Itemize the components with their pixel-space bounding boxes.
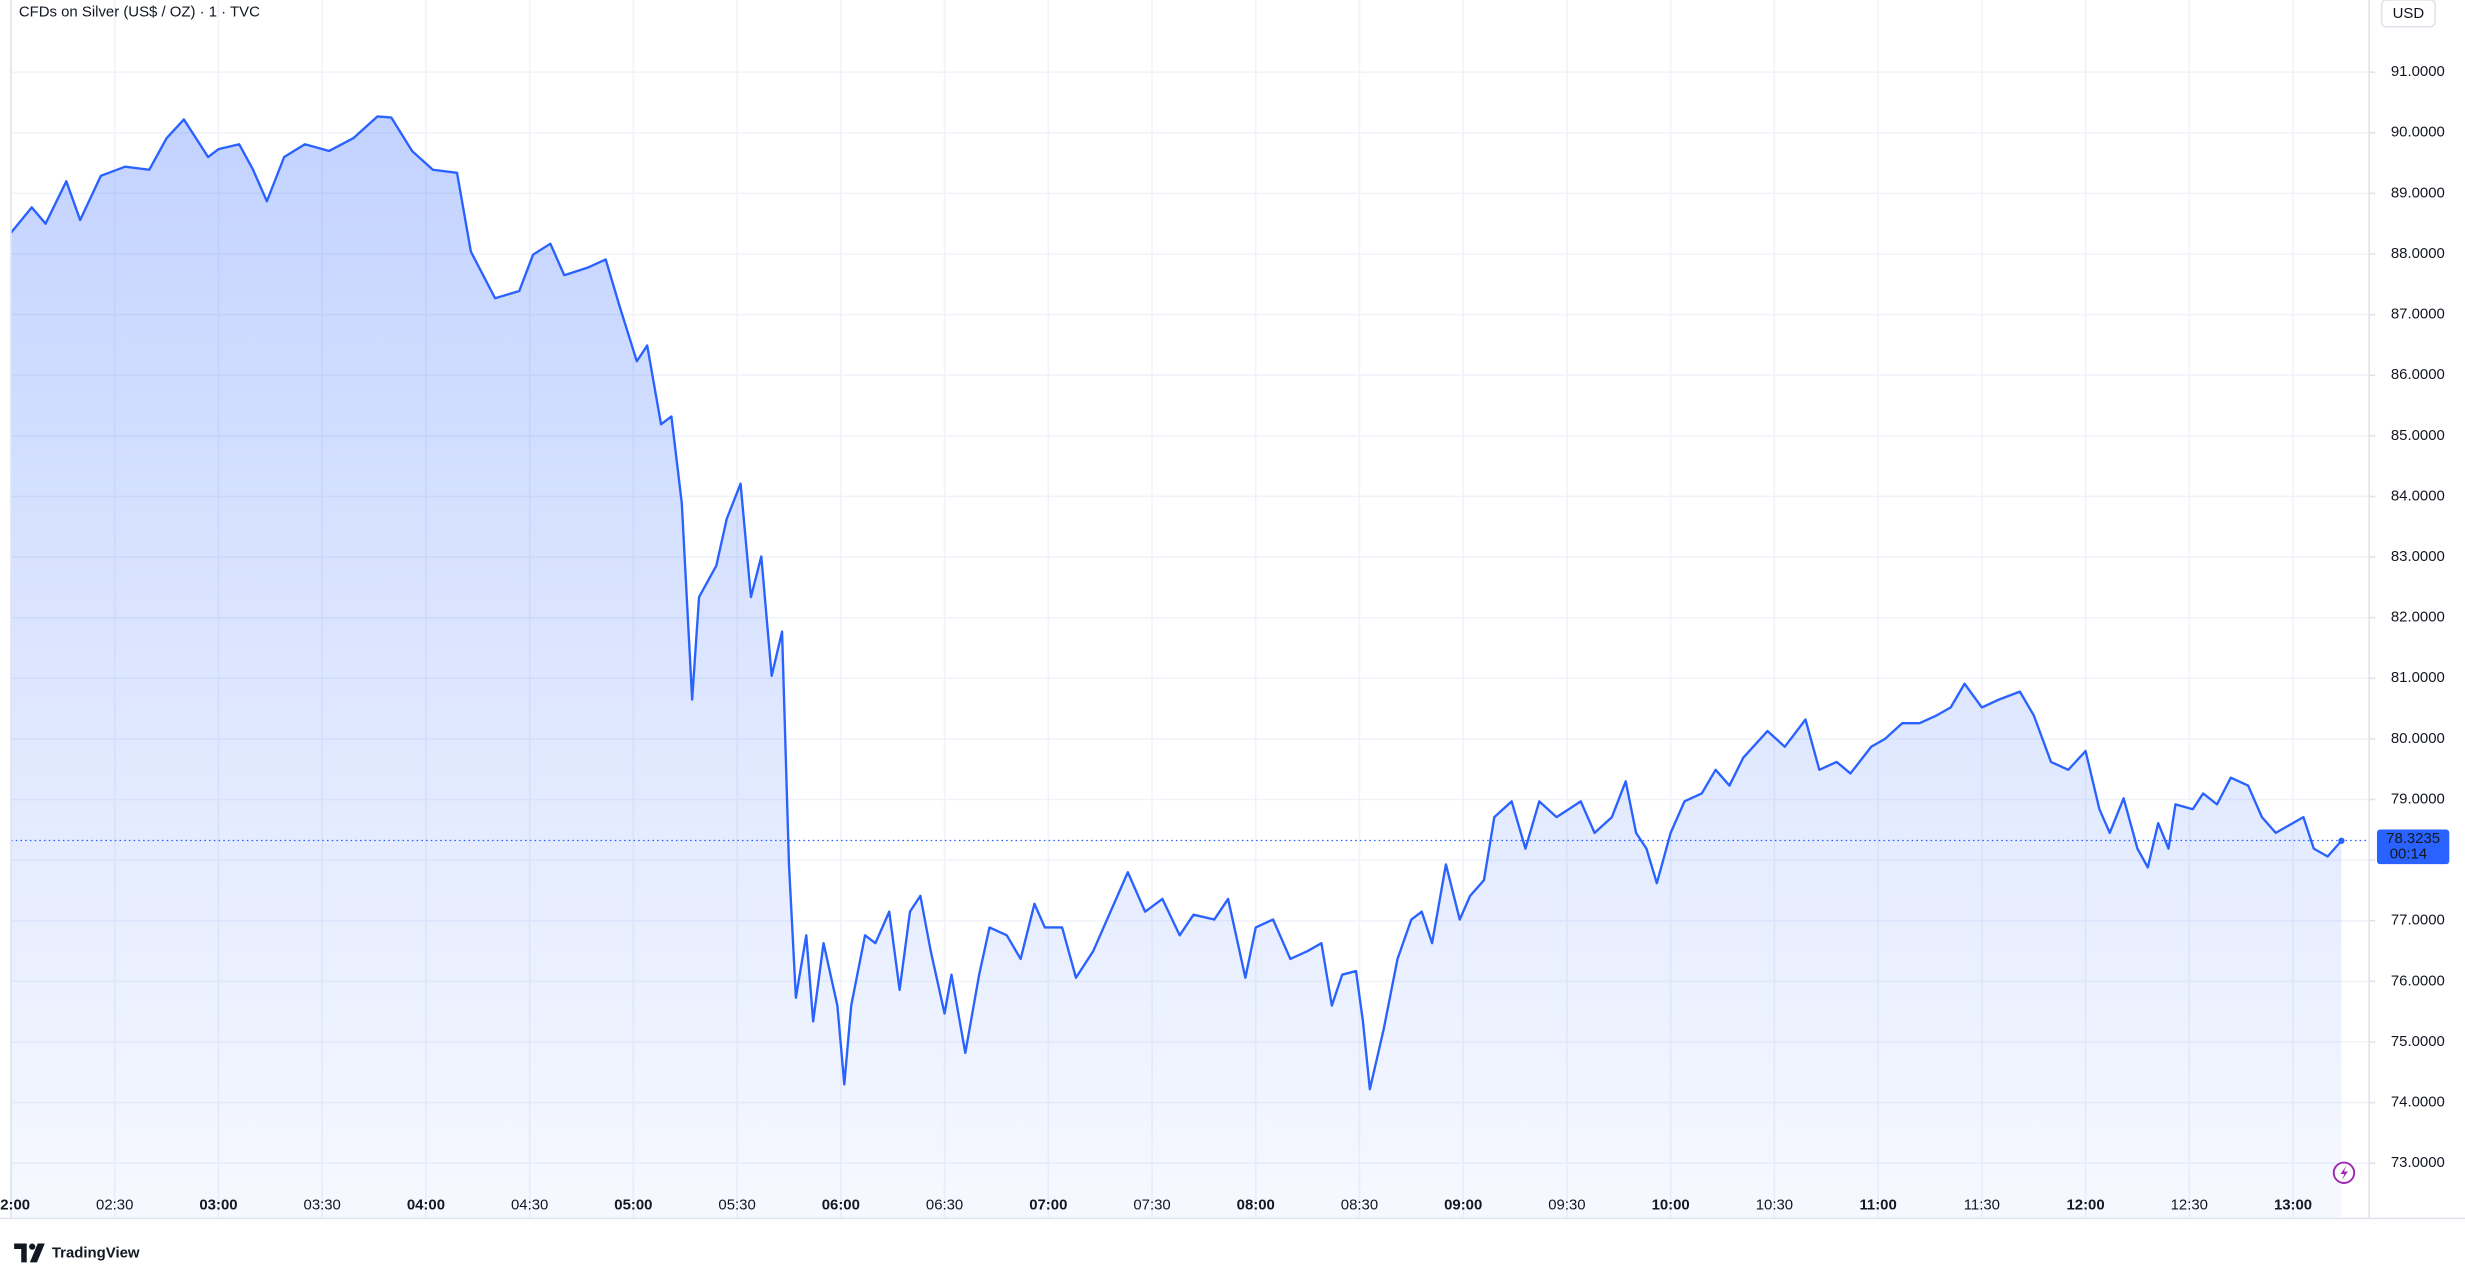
y-tick-label: 91.0000 xyxy=(2391,63,2445,80)
y-tick-label: 79.0000 xyxy=(2391,790,2445,807)
x-tick-label: 07:00 xyxy=(1029,1197,1067,1214)
logo-dot[interactable] xyxy=(29,1243,36,1250)
x-tick-label: 02:30 xyxy=(96,1197,133,1214)
currency[interactable]: USD xyxy=(2393,5,2425,22)
x-tick-label: 13:00 xyxy=(2274,1197,2312,1214)
last-price-label: 78.3235 xyxy=(2386,830,2440,847)
y-tick-label: 90.0000 xyxy=(2391,124,2445,141)
area-fill xyxy=(11,116,2342,1219)
last-price-box xyxy=(2376,829,2450,865)
y-tick-label: 75.0000 xyxy=(2391,1033,2445,1050)
x-tick-label: 05:30 xyxy=(718,1197,755,1214)
x-tick-label: 03:30 xyxy=(304,1197,341,1214)
x-tick-label: 12:00 xyxy=(2066,1197,2104,1214)
y-tick-label: 87.0000 xyxy=(2391,306,2445,323)
logo-mark[interactable] xyxy=(14,1243,27,1263)
y-tick-label: 77.0000 xyxy=(2391,912,2445,929)
x-tick-label: 10:00 xyxy=(1652,1197,1690,1214)
x-tick-label: 06:00 xyxy=(822,1197,860,1214)
lightning-icon[interactable] xyxy=(2332,1161,2356,1184)
y-tick-label: 73.0000 xyxy=(2391,1154,2445,1171)
x-tick-label: 08:30 xyxy=(1341,1197,1378,1214)
y-tick-label: 88.0000 xyxy=(2391,245,2445,262)
x-tick-label: 12:30 xyxy=(2171,1197,2208,1214)
symbol-title: CFDs on Silver (US$ / OZ) · 1 · TVC xyxy=(19,4,260,21)
x-tick-label: 08:00 xyxy=(1237,1197,1275,1214)
x-tick-label: 11:30 xyxy=(1964,1197,2000,1214)
x-tick-label: 10:30 xyxy=(1756,1197,1793,1214)
y-tick-label: 81.0000 xyxy=(2391,669,2445,686)
y-tick-label: 82.0000 xyxy=(2391,609,2445,626)
countdown-label: 00:14 xyxy=(2390,846,2427,863)
y-tick-label: 76.0000 xyxy=(2391,972,2445,989)
x-tick-label: 09:30 xyxy=(1548,1197,1585,1214)
x-tick-label: 09:00 xyxy=(1444,1197,1482,1214)
y-tick-label: 83.0000 xyxy=(2391,548,2445,565)
currency-box[interactable] xyxy=(2380,0,2436,28)
price-line xyxy=(10,115,2343,1091)
x-tick-label: 04:30 xyxy=(511,1197,548,1214)
y-tick-label: 89.0000 xyxy=(2391,184,2445,201)
y-tick-label: 86.0000 xyxy=(2391,366,2445,383)
y-tick-label: 80.0000 xyxy=(2391,730,2445,747)
y-tick-label: 85.0000 xyxy=(2391,427,2445,444)
x-tick-label: 06:30 xyxy=(926,1197,963,1214)
y-tick-label: 84.0000 xyxy=(2391,487,2445,504)
y-tick-label: 74.0000 xyxy=(2391,1094,2445,1111)
icon-bolt[interactable] xyxy=(2340,1165,2348,1180)
brand-logo[interactable]: TradingView xyxy=(14,1243,140,1263)
x-tick-label: 05:00 xyxy=(614,1197,652,1214)
logo-slash[interactable] xyxy=(29,1243,45,1263)
brand-name[interactable]: TradingView xyxy=(52,1245,140,1262)
x-tick-label: 11:00 xyxy=(1859,1197,1896,1214)
x-tick-label: 04:00 xyxy=(407,1197,445,1214)
x-tick-label: 02:00 xyxy=(0,1197,30,1214)
x-tick-label: 07:30 xyxy=(1133,1197,1170,1214)
x-tick-label: 03:00 xyxy=(199,1197,237,1214)
